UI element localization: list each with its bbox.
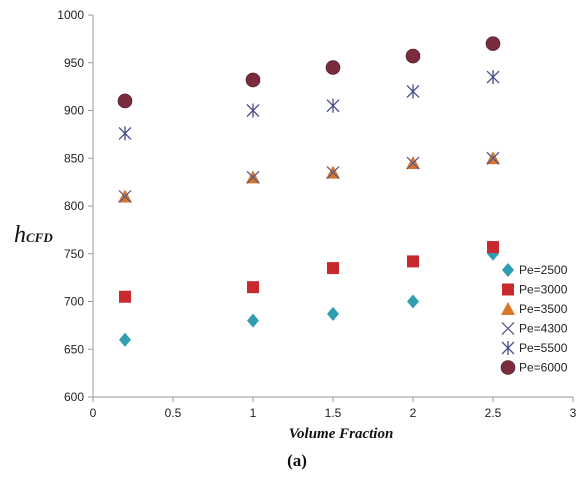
legend: Pe=2500 Pe=3000 Pe=3500 Pe=4300 Pe=5500 Pe=60… — [500, 263, 568, 375]
legend-label: Pe=2500 — [519, 263, 568, 277]
legend-marker — [501, 302, 515, 315]
y-tick-label: 650 — [64, 342, 84, 356]
data-point — [246, 103, 260, 118]
data-points — [117, 36, 501, 347]
y-tick-label: 600 — [64, 390, 84, 404]
data-point — [405, 48, 421, 64]
data-point — [486, 70, 500, 85]
data-point — [327, 306, 339, 321]
figure-caption: (a) — [287, 451, 307, 470]
data-point — [407, 294, 419, 309]
data-point — [485, 36, 501, 51]
x-tick-label: 2 — [410, 406, 417, 420]
data-point — [247, 313, 259, 328]
legend-marker — [501, 322, 515, 335]
data-point — [247, 281, 259, 294]
data-point — [119, 332, 131, 347]
y-tick-label: 700 — [64, 295, 84, 309]
x-ticks: 0 0.5 1 1.5 2 2.5 3 — [90, 397, 577, 420]
legend-label: Pe=4300 — [519, 322, 568, 336]
x-tick-label: 1 — [250, 406, 257, 420]
x-tick-label: 2.5 — [485, 406, 502, 420]
data-point — [325, 60, 341, 75]
data-point — [486, 151, 500, 165]
legend-label: Pe=5500 — [519, 341, 568, 355]
data-point — [406, 84, 420, 99]
y-tick-label: 800 — [64, 199, 84, 213]
y-axis-label-sub: CFD — [26, 230, 53, 245]
y-axis-label-main: h — [14, 222, 26, 248]
legend-label: Pe=3000 — [519, 283, 568, 297]
data-point — [119, 290, 131, 303]
x-axis-label: Volume Fraction — [289, 426, 394, 442]
y-tick-label: 850 — [64, 151, 84, 165]
y-tick-label: 1000 — [57, 8, 84, 22]
data-point — [406, 156, 420, 170]
x-tick-label: 0.5 — [165, 406, 182, 420]
data-point — [245, 72, 261, 88]
y-tick-label: 950 — [64, 56, 84, 70]
data-point — [117, 93, 133, 109]
data-point — [326, 166, 340, 180]
data-point — [246, 170, 260, 184]
legend-marker — [500, 360, 516, 375]
y-axis-label: hCFD — [14, 222, 53, 248]
data-point — [487, 241, 499, 254]
legend-label: Pe=3500 — [519, 302, 568, 316]
y-ticks: 600 650 700 750 800 850 900 950 1000 — [57, 8, 93, 404]
x-tick-label: 3 — [570, 406, 577, 420]
legend-marker — [501, 341, 515, 355]
data-point — [118, 189, 132, 203]
legend-label: Pe=6000 — [519, 361, 568, 375]
y-tick-label: 900 — [64, 104, 84, 118]
data-point — [118, 126, 132, 141]
x-tick-label: 1.5 — [325, 406, 342, 420]
legend-marker — [502, 283, 514, 296]
data-point — [327, 262, 339, 275]
data-point — [407, 255, 419, 268]
legend-marker — [502, 263, 514, 277]
data-point — [326, 98, 340, 113]
x-tick-label: 0 — [90, 406, 97, 420]
y-tick-label: 750 — [64, 247, 84, 261]
